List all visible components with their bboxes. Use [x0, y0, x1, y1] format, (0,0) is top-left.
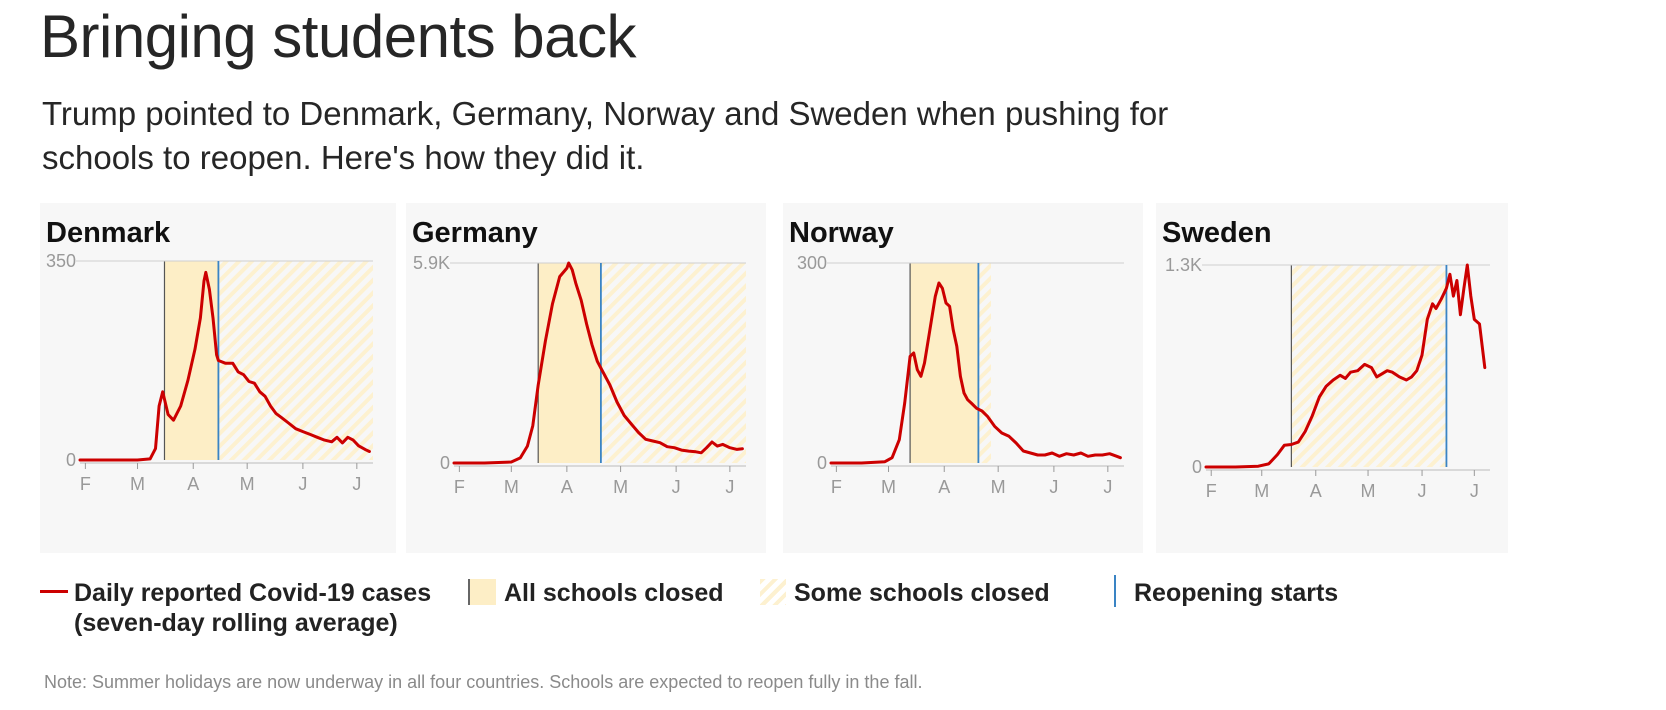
chart-title: Denmark [46, 217, 171, 249]
x-tick-label: J [298, 474, 307, 494]
cases-line-swatch [40, 589, 68, 593]
legend-cases: Daily reported Covid-19 cases (seven-day… [40, 578, 431, 638]
cases-series-line [78, 270, 371, 462]
chart-svg: 350 0F M A M J J [46, 251, 373, 494]
x-tick-label: F [80, 474, 91, 494]
x-tick-label: J [1470, 481, 1479, 501]
legend-reopening-label: Reopening starts [1134, 579, 1339, 607]
x-tick-label: J [672, 477, 681, 497]
y-tick-label: 350 [46, 251, 76, 271]
chart-panel-denmark: Denmark 350 0 F M A M J J [40, 203, 396, 553]
x-tick-label: M [130, 474, 145, 494]
cases-series-line [829, 281, 1122, 465]
x-tick-label: F [831, 477, 842, 497]
chart-svg: 1.3K 0F M A M J J [1165, 255, 1490, 501]
all-schools-closed-band [538, 263, 601, 463]
x-tick-label: M [991, 477, 1006, 497]
x-tick-label: F [1206, 481, 1217, 501]
legend-all-closed: All schools closed [468, 578, 724, 608]
x-tick-label: A [938, 477, 950, 497]
chart-title: Norway [789, 217, 894, 249]
chart-svg: 5.9K 0F M A M J J [413, 253, 746, 497]
x-tick-label: F [454, 477, 465, 497]
x-tick-label: M [1254, 481, 1269, 501]
y-tick-label: 1.3K [1165, 255, 1202, 275]
footnote: Note: Summer holidays are now underway i… [44, 672, 923, 692]
y-tick-label: 0 [66, 450, 76, 470]
x-tick-label: M [240, 474, 255, 494]
page-subtitle: Trump pointed to Denmark, Germany, Norwa… [42, 95, 1169, 176]
reopening-swatch [1114, 575, 1116, 608]
legend: Daily reported Covid-19 cases (seven-day… [40, 575, 1640, 648]
chart-title: Sweden [1162, 217, 1272, 249]
y-tick-label: 0 [440, 453, 450, 473]
x-tick-label: M [504, 477, 519, 497]
legend-all-closed-label: All schools closed [504, 579, 724, 607]
cases-series-line [1204, 263, 1487, 469]
chart-panel-norway: Norway 300 0 F M A M J J [783, 203, 1143, 553]
x-tick-label: M [881, 477, 896, 497]
chart-svg: 300 0F M A M J J [797, 253, 1124, 497]
cases-series-line [452, 261, 744, 465]
y-tick-label: 5.9K [413, 253, 450, 273]
chart-panel-germany: Germany 5.9K 0 F M A M J J [406, 203, 766, 553]
all-closed-swatch [468, 579, 496, 606]
some-schools-closed-band [600, 263, 746, 463]
legend-cases-label: Daily reported Covid-19 cases [74, 579, 432, 607]
x-tick-label: A [561, 477, 573, 497]
x-tick-label: J [1049, 477, 1058, 497]
x-tick-label: M [613, 477, 628, 497]
page-title: Bringing students back [40, 3, 637, 70]
x-tick-label: A [187, 474, 199, 494]
legend-reopening: Reopening starts [1114, 575, 1339, 610]
chart-panel-sweden: Sweden 1.3K 0 F M A M J J [1156, 203, 1508, 553]
some-schools-closed-band [978, 263, 991, 463]
x-tick-label: J [1103, 477, 1112, 497]
x-tick-label: A [1310, 481, 1322, 501]
y-tick-label: 0 [817, 453, 827, 473]
legend-some-closed-label: Some schools closed [794, 579, 1050, 607]
some-closed-swatch [760, 579, 786, 606]
y-tick-label: 0 [1192, 457, 1202, 477]
y-tick-label: 300 [797, 253, 827, 273]
chart-title: Germany [412, 217, 538, 249]
x-tick-label: J [352, 474, 361, 494]
x-tick-label: J [1418, 481, 1427, 501]
x-tick-label: M [1361, 481, 1376, 501]
x-tick-label: J [725, 477, 734, 497]
legend-cases-sublabel: (seven-day rolling average) [74, 609, 398, 637]
legend-some-closed: Some schools closed [760, 578, 1050, 608]
